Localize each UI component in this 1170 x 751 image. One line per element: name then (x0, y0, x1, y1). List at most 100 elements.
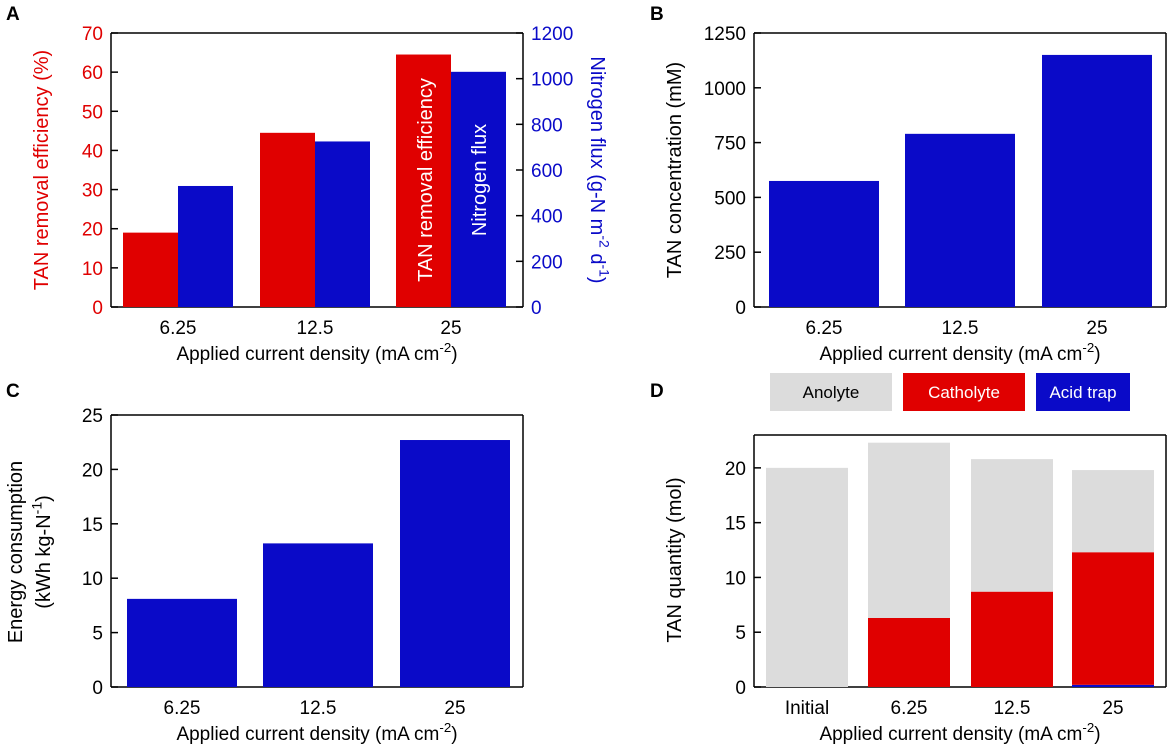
text-segment: Nitrogen flux (g-N m (586, 56, 608, 235)
bar-catholyte (1072, 552, 1154, 685)
text-segment: Applied current density (mA cm (819, 344, 1082, 365)
legend-swatch (770, 373, 892, 411)
x-tick-label: 12.5 (297, 318, 334, 339)
y-right-tick-label: 600 (531, 161, 563, 182)
x-tick-label: 6.25 (891, 698, 928, 719)
text-segment: Applied current density (mA cm (176, 344, 439, 365)
panel-letter-a: A (6, 4, 20, 25)
bar-energy-consumption (127, 598, 237, 687)
y-tick-label: 1000 (704, 79, 746, 100)
legend-swatch (903, 373, 1025, 411)
bar-label-nitrogen-flux: Nitrogen flux (469, 124, 491, 236)
y-tick-label: 5 (92, 624, 103, 645)
text-segment: Applied current density (mA cm (176, 724, 439, 745)
y-right-tick-label: 1200 (531, 24, 573, 45)
bar-anolyte (766, 467, 848, 687)
y-tick-label: 250 (714, 243, 746, 264)
bar-anolyte (868, 442, 950, 618)
bar-nitrogen-flux (315, 141, 370, 307)
y-tick-label: 0 (92, 298, 103, 319)
legend-swatch (1036, 373, 1130, 411)
text-segment: ) (1094, 344, 1100, 365)
text-segment: ) (33, 495, 55, 502)
y-right-tick-label: 200 (531, 252, 563, 273)
legend-label: Anolyte (803, 383, 860, 402)
y-tick-label: 10 (725, 568, 746, 589)
superscript: -2 (439, 720, 451, 735)
x-axis-label: Applied current density (mA cm-2) (176, 720, 457, 745)
y-tick-label: 10 (82, 259, 103, 280)
superscript: -2 (596, 235, 612, 248)
bar-nitrogen-flux (451, 71, 506, 307)
bar-energy-consumption (400, 440, 510, 687)
x-tick-label: 6.25 (160, 318, 197, 339)
y-tick-label: 70 (82, 24, 103, 45)
superscript: -2 (439, 340, 451, 355)
x-axis-label: Applied current density (mA cm-2) (819, 340, 1100, 365)
x-tick-label: 12.5 (300, 698, 337, 719)
panel-a: 0 10 20 30 40 50 60 70 0 200 400 600 800 1000 1200 6.25… (31, 24, 612, 365)
bar-catholyte (868, 617, 950, 687)
x-tick-label: 25 (1086, 318, 1107, 339)
bar-tan-concentration (905, 133, 1015, 307)
bar-anolyte (971, 459, 1053, 592)
x-tick-label: 25 (440, 318, 461, 339)
y-tick-label: 15 (82, 515, 103, 536)
x-tick-label: 6.25 (164, 698, 201, 719)
y-axis-label: TAN removal efficiency (%) (31, 50, 53, 290)
text-segment: (kWh kg-N (33, 514, 55, 608)
panel-letter-c: C (6, 381, 20, 402)
bar-anolyte (1072, 470, 1154, 553)
y-tick-label: 0 (735, 298, 746, 319)
bar-tan-concentration (769, 180, 879, 307)
y-right-axis-label: Nitrogen flux (g-N m-2 d-1) (586, 56, 612, 283)
y-tick-label: 20 (82, 460, 103, 481)
bar-energy-consumption (263, 543, 373, 687)
y-right-tick-label: 400 (531, 207, 563, 228)
y-tick-label: 25 (82, 406, 103, 427)
superscript: -1 (29, 502, 45, 515)
y-tick-label: 60 (82, 63, 103, 84)
y-tick-label: 5 (735, 623, 746, 644)
text-segment: ) (1094, 724, 1100, 745)
text-segment: ) (451, 724, 457, 745)
bar-tan-removal (396, 54, 451, 308)
text-segment: Applied current density (mA cm (819, 724, 1082, 745)
x-tick-label: 12.5 (942, 318, 979, 339)
legend-label: Catholyte (928, 383, 1000, 402)
superscript: -2 (1082, 340, 1094, 355)
x-axis-label: Applied current density (mA cm-2) (176, 340, 457, 365)
y-right-tick-label: 800 (531, 115, 563, 136)
y-tick-label: 10 (82, 569, 103, 590)
y-axis-label-units: (kWh kg-N-1) (29, 495, 55, 609)
y-tick-label: 500 (714, 188, 746, 209)
y-right-tick-label: 0 (531, 298, 542, 319)
y-tick-label: 30 (82, 181, 103, 202)
y-tick-label: 20 (725, 459, 746, 480)
text-segment: ) (451, 344, 457, 365)
text-segment: d (586, 248, 608, 265)
y-tick-label: 750 (714, 134, 746, 155)
bar-acid-trap (1072, 684, 1154, 687)
y-tick-label: 1250 (704, 24, 746, 45)
x-tick-label: Initial (785, 698, 829, 719)
bar-label-tan-removal: TAN removal efficiency (415, 78, 437, 282)
x-axis-label: Applied current density (mA cm-2) (819, 720, 1100, 745)
x-tick-label: 12.5 (994, 698, 1031, 719)
bar-tan-concentration (1042, 54, 1152, 307)
superscript: -2 (1082, 720, 1094, 735)
text-segment: ) (586, 277, 608, 284)
y-tick-label: 50 (82, 102, 103, 123)
y-right-tick-label: 1000 (531, 70, 573, 91)
bar-tan-removal (123, 232, 178, 307)
y-axis-label: Energy consumption (5, 461, 27, 643)
y-axis-label: TAN quantity (mol) (664, 477, 686, 642)
x-tick-label: 25 (1102, 698, 1123, 719)
panel-letter-d: D (650, 381, 664, 402)
y-tick-label: 20 (82, 220, 103, 241)
bar-catholyte (971, 591, 1053, 687)
